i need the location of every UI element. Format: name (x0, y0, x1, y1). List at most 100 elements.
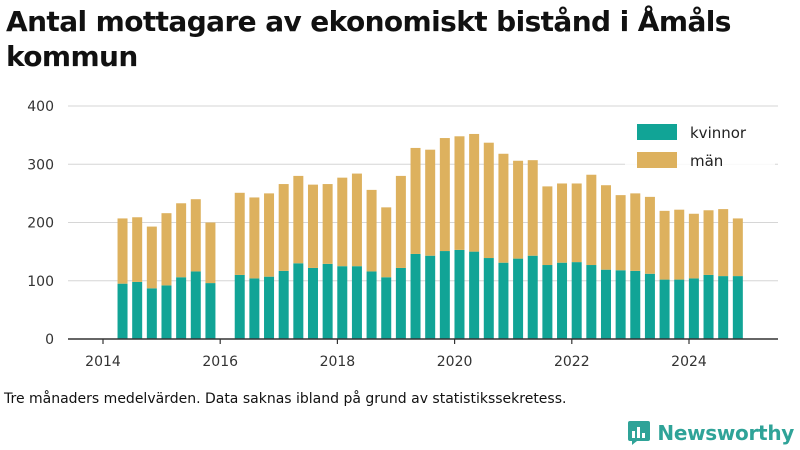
bar-man (718, 209, 729, 277)
bar-man (659, 210, 670, 280)
chart: 0 100 200 300 400 2014 2016 2018 2020 2022 2024 k… (27, 99, 778, 370)
bar-man (513, 160, 524, 259)
legend-swatch-kvinnor (637, 124, 677, 140)
bar-man (586, 174, 597, 266)
bar-man (571, 183, 582, 263)
bar-man (337, 177, 348, 267)
bar-man (732, 218, 743, 277)
bar-kvinnor (630, 270, 641, 339)
bar-kvinnor (176, 277, 187, 339)
bar-kvinnor (337, 266, 348, 339)
bar-kvinnor (674, 279, 685, 339)
bar-man (600, 185, 611, 270)
bar-man (557, 183, 568, 263)
bar-man (703, 210, 714, 275)
bar-man (542, 186, 553, 266)
y-tick-label: 200 (27, 216, 54, 232)
bar-kvinnor (469, 251, 480, 339)
x-tick-label: 2016 (202, 354, 238, 370)
bar-man (469, 133, 480, 252)
legend: kvinnor män (625, 117, 775, 173)
bar-kvinnor (732, 276, 743, 339)
bar-man (146, 226, 157, 289)
x-tick-label: 2024 (671, 354, 707, 370)
bar-kvinnor (307, 267, 318, 339)
bar-kvinnor (395, 267, 406, 339)
bar-kvinnor (351, 266, 362, 339)
bar-kvinnor (410, 253, 421, 339)
legend-swatch-man (637, 152, 677, 168)
bar-kvinnor (659, 279, 670, 339)
bar-man (630, 193, 641, 271)
bar-kvinnor (278, 270, 289, 339)
bar-kvinnor (586, 265, 597, 339)
bar-kvinnor (454, 249, 465, 339)
bar-man (454, 136, 465, 250)
chart-title: Antal mottagare av ekonomiskt bistånd i … (6, 5, 731, 73)
bar-kvinnor (688, 278, 699, 339)
bar-kvinnor (718, 276, 729, 339)
bar-man (293, 175, 304, 264)
x-tick-label: 2020 (437, 354, 473, 370)
bar-man (190, 199, 201, 272)
bar-kvinnor (527, 255, 538, 339)
bar-kvinnor (439, 251, 450, 339)
brand-name: Newsworthy (657, 421, 794, 445)
bar-kvinnor (615, 270, 626, 339)
bar-kvinnor (498, 262, 509, 339)
bar-kvinnor (190, 271, 201, 339)
bar-kvinnor (600, 269, 611, 339)
bar-man (381, 207, 392, 278)
x-tick-label: 2018 (320, 354, 356, 370)
bar-man (674, 209, 685, 280)
bar-man (615, 195, 626, 271)
bar-man (307, 184, 318, 268)
bar-kvinnor (644, 273, 655, 339)
bar-man (527, 160, 538, 256)
bar-kvinnor (205, 283, 216, 339)
bar-kvinnor (132, 281, 143, 339)
bar-kvinnor (425, 255, 436, 339)
bar-kvinnor (264, 276, 275, 339)
legend-label-kvinnor: kvinnor (690, 124, 747, 142)
bar-man (498, 153, 509, 263)
bar-kvinnor (234, 274, 245, 339)
bar-man (161, 213, 172, 286)
bar-man (205, 222, 216, 284)
brand-logo[interactable]: Newsworthy (627, 420, 794, 446)
bar-kvinnor (542, 265, 553, 339)
bar-kvinnor (161, 285, 172, 339)
y-tick-label: 400 (27, 99, 54, 115)
bar-man (366, 189, 377, 272)
bar-man (439, 138, 450, 252)
bar-man (688, 213, 699, 279)
bar-man (264, 193, 275, 277)
bar-man (351, 173, 362, 267)
bar-man (483, 142, 494, 259)
bar-kvinnor (117, 283, 128, 339)
y-tick-label: 0 (45, 332, 54, 348)
newsworthy-logo-icon (628, 421, 651, 445)
x-tick-label: 2014 (85, 354, 121, 370)
caption: Tre månaders medelvärden. Data saknas ib… (4, 391, 567, 407)
bar-man (395, 175, 406, 268)
legend-label-man: män (690, 152, 723, 170)
x-axis: 2014 2016 2018 2020 2022 2024 (68, 338, 778, 370)
bar-kvinnor (322, 263, 333, 339)
x-tick-label: 2022 (554, 354, 590, 370)
bar-kvinnor (703, 274, 714, 339)
bar-man (278, 184, 289, 271)
y-tick-label: 100 (27, 274, 54, 290)
bar-kvinnor (557, 262, 568, 339)
bar-kvinnor (249, 278, 260, 339)
bar-man (249, 197, 260, 279)
y-tick-label: 300 (27, 157, 54, 173)
bar-kvinnor (146, 288, 157, 339)
bar-man (176, 203, 187, 278)
bar-kvinnor (381, 277, 392, 339)
bar-kvinnor (366, 271, 377, 339)
bar-man (117, 218, 128, 284)
bar-man (410, 147, 421, 254)
bar-man (234, 192, 245, 275)
bar-man (644, 196, 655, 274)
